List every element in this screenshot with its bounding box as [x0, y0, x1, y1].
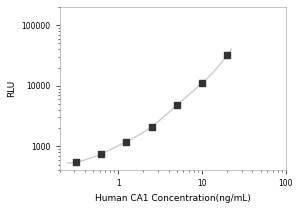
Point	[225, 54, 230, 57]
Point	[124, 140, 129, 143]
Point	[99, 152, 103, 156]
X-axis label: Human CA1 Concentration(ng/mL): Human CA1 Concentration(ng/mL)	[95, 194, 251, 203]
Point	[149, 125, 154, 129]
Point	[74, 160, 78, 164]
Point	[200, 81, 204, 85]
Y-axis label: RLU: RLU	[7, 80, 16, 97]
Point	[174, 103, 179, 107]
